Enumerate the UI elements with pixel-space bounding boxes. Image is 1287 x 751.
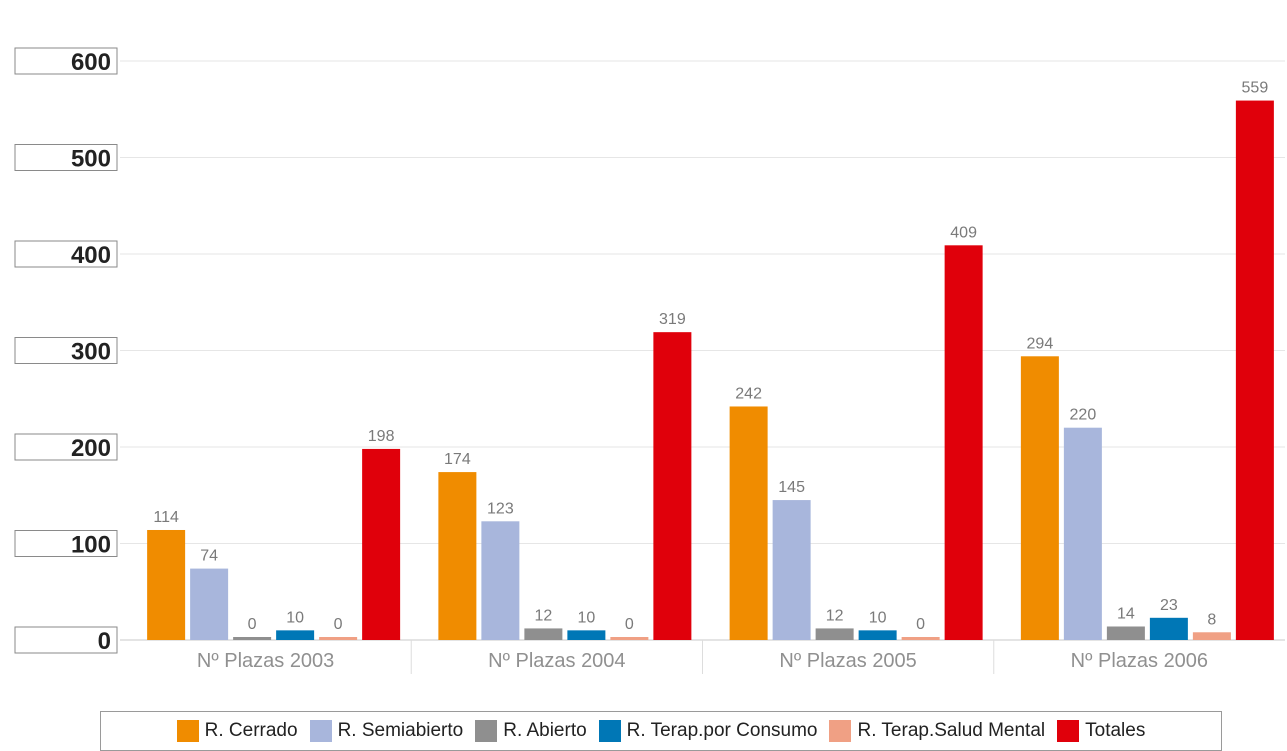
bar <box>438 472 477 640</box>
legend-swatch <box>1057 720 1080 742</box>
legend-label: R. Semiabierto <box>337 720 464 741</box>
y-tick-box <box>14 240 118 268</box>
data-label: 242 <box>735 385 762 402</box>
legend-label: Totales <box>1085 720 1146 741</box>
data-label: 559 <box>1242 80 1269 97</box>
bar <box>944 245 983 640</box>
data-label: 0 <box>248 616 257 633</box>
bar <box>481 521 520 640</box>
bar <box>190 568 229 640</box>
bar <box>524 628 563 640</box>
bars <box>147 100 1274 640</box>
x-axis: Nº Plazas 2003 Nº Plazas 2004 Nº Plazas 20… <box>197 640 1208 674</box>
bar <box>610 637 649 640</box>
legend-label: R. Cerrado <box>204 720 298 741</box>
bar <box>1020 356 1059 640</box>
y-tick-box <box>14 626 118 654</box>
y-tick-box <box>14 144 118 171</box>
x-tick-label: Nº Plazas 2006 <box>1071 650 1208 672</box>
data-label: 220 <box>1070 407 1097 424</box>
data-label: 10 <box>577 609 595 626</box>
legend-item: R. Semiabierto <box>309 720 464 742</box>
bar <box>1063 427 1102 640</box>
bar <box>1149 617 1188 640</box>
bar <box>858 630 897 640</box>
bar <box>567 630 606 640</box>
legend: R. Cerrado R. Semiabierto R. Abierto R. Ter… <box>100 711 1222 751</box>
bar <box>147 529 186 640</box>
bar <box>772 500 811 640</box>
data-label: 198 <box>368 428 395 445</box>
bar <box>729 406 768 640</box>
data-label: 145 <box>778 479 805 496</box>
legend-item: R. Cerrado <box>176 720 298 742</box>
y-tick-label: 600 <box>71 49 111 76</box>
bar <box>233 637 272 640</box>
data-label: 12 <box>826 607 844 624</box>
data-label: 174 <box>444 451 471 468</box>
legend-item: R. Abierto <box>475 720 587 742</box>
legend-swatch <box>829 720 852 742</box>
legend-label: R. Terap.Salud Mental <box>857 720 1046 741</box>
data-labels: 114 74 0 10 0 198 174 123 12 10 0 319 242 145 12 10 0 409… <box>153 80 1268 633</box>
data-label: 14 <box>1117 605 1135 622</box>
data-label: 0 <box>625 616 634 633</box>
data-label: 8 <box>1207 611 1216 628</box>
data-label: 409 <box>950 224 977 241</box>
data-label: 23 <box>1160 597 1178 614</box>
bar <box>1192 632 1231 640</box>
data-label: 12 <box>534 607 552 624</box>
y-tick-label: 300 <box>71 339 111 366</box>
y-tick-label: 0 <box>98 628 111 655</box>
bar <box>653 332 692 640</box>
y-tick-box <box>14 530 118 557</box>
bar <box>1235 100 1274 640</box>
legend-swatch <box>475 720 498 742</box>
y-tick-label: 200 <box>71 435 111 462</box>
data-label: 114 <box>153 509 179 526</box>
legend-item: Totales <box>1057 720 1145 742</box>
bar <box>276 630 315 640</box>
bar <box>362 448 401 640</box>
y-axis: 0 100 200 300 400 500 600 <box>14 47 118 655</box>
legend-label: R. Abierto <box>503 720 587 741</box>
x-tick-label: Nº Plazas 2004 <box>488 650 625 672</box>
data-label: 10 <box>286 609 304 626</box>
x-tick-label: Nº Plazas 2003 <box>197 650 334 672</box>
legend-item: R. Terap.Salud Mental <box>829 720 1045 742</box>
legend-label: R. Terap.por Consumo <box>626 720 818 741</box>
gridlines <box>120 60 1285 641</box>
data-label: 0 <box>334 616 343 633</box>
bar <box>1106 626 1145 640</box>
data-label: 319 <box>659 311 686 328</box>
data-label: 123 <box>487 500 514 517</box>
x-tick-label: Nº Plazas 2005 <box>779 650 916 672</box>
legend-swatch <box>309 720 332 742</box>
legend-swatch <box>598 720 621 742</box>
y-tick-label: 100 <box>71 532 111 559</box>
bar <box>815 628 854 640</box>
y-tick-box <box>14 337 118 364</box>
bar <box>901 637 940 640</box>
data-label: 0 <box>916 616 925 633</box>
data-label: 294 <box>1027 335 1054 352</box>
legend-item: R. Terap.por Consumo <box>598 720 818 742</box>
legend-swatch <box>176 720 199 742</box>
data-label: 10 <box>869 609 887 626</box>
data-label: 74 <box>200 548 218 565</box>
bar <box>319 637 358 640</box>
y-tick-box <box>14 47 118 75</box>
y-tick-box <box>14 433 118 461</box>
y-tick-label: 500 <box>71 146 111 173</box>
y-tick-label: 400 <box>71 242 111 269</box>
